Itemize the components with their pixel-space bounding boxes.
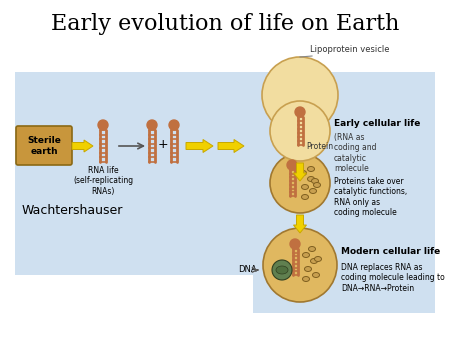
FancyBboxPatch shape <box>16 126 72 165</box>
Circle shape <box>147 120 157 130</box>
Ellipse shape <box>302 252 310 258</box>
Text: Sterile
earth: Sterile earth <box>27 136 61 156</box>
Ellipse shape <box>300 170 306 175</box>
Ellipse shape <box>309 246 315 251</box>
Circle shape <box>290 239 300 249</box>
Polygon shape <box>293 215 306 233</box>
Ellipse shape <box>302 276 310 282</box>
Text: RNA life
(self-replicating
RNAs): RNA life (self-replicating RNAs) <box>73 166 133 196</box>
Circle shape <box>270 153 330 213</box>
Circle shape <box>169 120 179 130</box>
Text: Lipoprotein vesicle: Lipoprotein vesicle <box>310 45 390 54</box>
Text: Early evolution of life on Earth: Early evolution of life on Earth <box>51 13 399 35</box>
Text: Early cellular life: Early cellular life <box>334 119 420 127</box>
Text: DNA replaces RNA as
coding molecule leading to
DNA→RNA→Protein: DNA replaces RNA as coding molecule lead… <box>341 263 445 293</box>
Polygon shape <box>72 140 93 152</box>
FancyBboxPatch shape <box>15 72 253 275</box>
Text: Wachtershauser: Wachtershauser <box>22 203 123 217</box>
Ellipse shape <box>310 259 318 264</box>
Ellipse shape <box>305 266 311 271</box>
Polygon shape <box>218 140 244 152</box>
Text: Modern cellular life: Modern cellular life <box>341 246 440 256</box>
Ellipse shape <box>307 176 315 182</box>
Text: Proteins take over
catalytic functions,
RNA only as
coding molecule: Proteins take over catalytic functions, … <box>334 177 407 217</box>
Ellipse shape <box>307 167 315 171</box>
Circle shape <box>287 160 297 170</box>
Text: +: + <box>158 139 168 151</box>
Ellipse shape <box>302 185 309 190</box>
Ellipse shape <box>302 194 309 199</box>
Circle shape <box>270 101 330 161</box>
Ellipse shape <box>276 266 288 274</box>
Text: (RNA as
coding and
catalytic
molecule: (RNA as coding and catalytic molecule <box>334 133 377 173</box>
Circle shape <box>295 107 305 117</box>
Circle shape <box>98 120 108 130</box>
Ellipse shape <box>312 272 319 277</box>
Ellipse shape <box>311 178 319 184</box>
FancyBboxPatch shape <box>253 72 435 313</box>
Polygon shape <box>186 140 213 152</box>
Ellipse shape <box>315 257 321 262</box>
Polygon shape <box>293 163 306 181</box>
Ellipse shape <box>310 189 316 193</box>
Circle shape <box>262 57 338 133</box>
Ellipse shape <box>314 183 320 188</box>
Text: DNA: DNA <box>238 266 256 274</box>
Text: Protein: Protein <box>306 142 333 151</box>
Circle shape <box>272 260 292 280</box>
Circle shape <box>263 228 337 302</box>
